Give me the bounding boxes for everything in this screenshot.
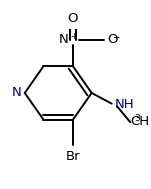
Text: Br: Br (66, 150, 80, 163)
Text: NH: NH (115, 98, 135, 111)
Text: N: N (59, 33, 69, 46)
Text: 3: 3 (134, 114, 140, 123)
Text: +: + (70, 33, 77, 41)
Text: N: N (12, 86, 21, 99)
Text: CH: CH (131, 115, 150, 128)
Text: O: O (107, 33, 117, 46)
Text: −: − (112, 33, 120, 41)
Text: O: O (68, 12, 78, 25)
